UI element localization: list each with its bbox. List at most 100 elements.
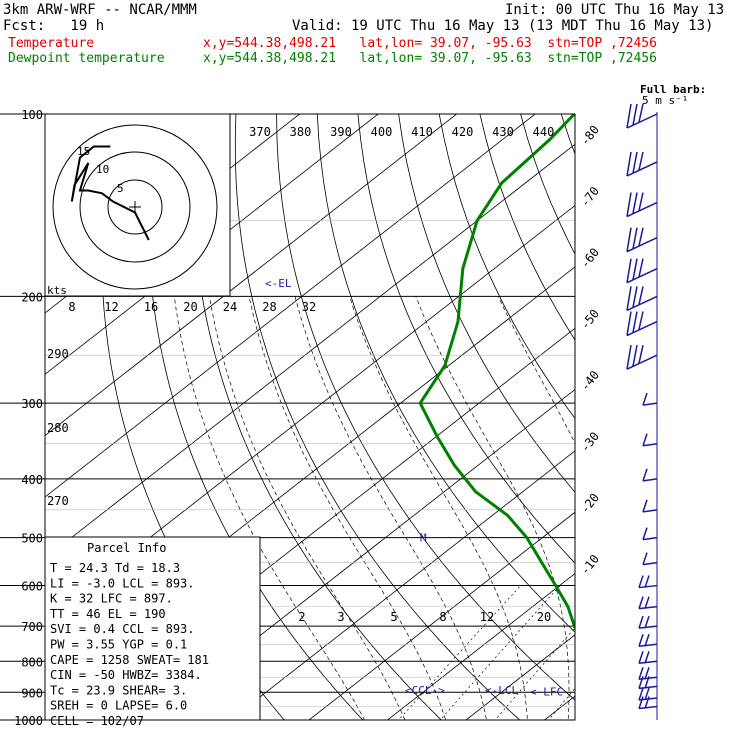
barb-flag	[638, 192, 644, 211]
barb-shaft	[626, 161, 658, 177]
moist-adiabat	[497, 296, 575, 444]
barb-flag	[638, 344, 644, 364]
parcel-info-row: LI = -3.0 LCL = 893.	[50, 576, 195, 590]
barb-flag	[642, 392, 648, 406]
isotherm	[685, 86, 740, 733]
theta-label: 400	[371, 125, 393, 139]
melting-marker: M	[420, 532, 427, 545]
barb-flag	[642, 527, 648, 540]
moist-adiabat	[209, 296, 406, 720]
barb-flag	[638, 687, 644, 701]
parcel-info-row: CAPE = 1258 SWEAT= 181	[50, 653, 209, 667]
isotherm	[543, 695, 575, 720]
dewpoint-legend-label: Dewpoint temperature	[8, 51, 165, 66]
barb-flag	[638, 151, 644, 171]
barb-shaft	[642, 402, 658, 406]
isotherm	[386, 573, 575, 720]
theta-label: 290	[47, 347, 69, 361]
parcel-info-row: TT = 46 EL = 190	[50, 607, 166, 621]
barb-shaft	[642, 509, 658, 513]
wind-barb	[626, 344, 658, 370]
parcel-info-row: SREH = 0 LAPSE= 6.0	[50, 699, 187, 713]
barb-flag	[632, 345, 638, 367]
dry-adiabat	[520, 114, 575, 255]
barb-flag	[638, 286, 644, 305]
barb-flag	[644, 596, 650, 609]
wind-barb	[642, 392, 658, 406]
theta-label: 380	[290, 125, 312, 139]
barb-flag	[638, 634, 644, 647]
temperature-legend-label: Temperature	[8, 36, 95, 51]
pressure-tick-label: 500	[21, 532, 43, 546]
wind-barb	[638, 666, 658, 680]
barb-flag	[644, 575, 650, 588]
barb-flag	[626, 151, 632, 177]
wind-barb	[638, 615, 658, 629]
barb-flag	[632, 151, 638, 174]
dry-adiabat	[398, 114, 575, 493]
temperature-legend-info: x,y=544.38,498.21 lat,lon= 39.07, -95.63…	[203, 36, 657, 51]
barb-flag	[644, 634, 650, 647]
barb-flag	[626, 258, 632, 283]
barb-shaft	[626, 268, 658, 284]
theta-label: 280	[47, 421, 69, 435]
barb-flag	[638, 696, 644, 709]
pressure-tick-label: 100	[21, 108, 43, 122]
pressure-tick-label: 200	[21, 290, 43, 304]
isotherm	[151, 389, 575, 720]
wind-barb	[642, 552, 658, 566]
barb-flag	[626, 286, 632, 311]
moist-adiabat	[349, 296, 528, 720]
valid-time: Valid: 19 UTC Thu 16 May 13 (13 MDT Thu …	[292, 18, 714, 34]
isotherm	[308, 511, 575, 720]
dry-adiabat	[672, 86, 740, 733]
barb-flag	[626, 192, 632, 217]
barb-shaft	[638, 685, 658, 690]
mixing-ratio-line	[548, 687, 575, 720]
theta-label: 420	[452, 125, 474, 139]
barb-flag	[626, 103, 632, 129]
barb-flag	[642, 552, 648, 565]
pressure-tick-label: 300	[21, 397, 43, 411]
barb-flag	[644, 687, 650, 701]
barb-shaft	[638, 584, 658, 589]
dry-adiabat	[357, 114, 575, 564]
isotherm-label: -50	[578, 307, 602, 333]
barb-shaft	[642, 536, 658, 541]
parcel-info-row: SVI = 0.4 CCL = 893.	[50, 622, 195, 636]
isotherm-label: -80	[578, 123, 602, 149]
theta-label: 430	[492, 125, 514, 139]
barb-flag	[644, 651, 650, 664]
barb-flag	[638, 615, 644, 629]
moist-adiabat	[415, 296, 570, 720]
isotherm	[45, 205, 575, 621]
barb-flag	[638, 575, 644, 588]
pressure-tick-label: 1000	[14, 714, 43, 728]
barb-flag	[632, 192, 638, 214]
parcel-info-row: CELL = 102/07	[50, 714, 144, 728]
theta-label: 390	[330, 125, 352, 139]
isotherm	[465, 634, 575, 720]
wind-barbs	[626, 103, 658, 720]
barb-shaft	[642, 442, 658, 447]
barb-shaft	[642, 561, 658, 566]
mixing-ratio-line	[439, 585, 561, 720]
wind-barb	[642, 499, 658, 513]
moist-adiabat	[685, 296, 740, 732]
mixing-ratio-line	[398, 585, 521, 720]
barb-flag	[642, 468, 648, 482]
pressure-tick-label: 600	[21, 580, 43, 594]
isotherm	[607, 86, 740, 733]
barb-flag	[638, 666, 644, 680]
plot-frame	[44, 113, 576, 721]
parcel-info-row: K = 32 LFC = 897.	[50, 592, 173, 606]
moist-adiabat	[602, 296, 679, 732]
hodograph-unit: kts	[47, 284, 67, 297]
isotherm	[45, 143, 575, 559]
forecast-hour: Fcst: 19 h	[3, 18, 105, 34]
hodograph-ring-label: 10	[96, 163, 109, 176]
mixing-ratio-label: 28	[262, 300, 276, 314]
dewpoint-profile	[418, 114, 575, 632]
mixing-ratio-label: 2	[298, 610, 305, 624]
mixing-ratio-label: 5	[390, 610, 397, 624]
